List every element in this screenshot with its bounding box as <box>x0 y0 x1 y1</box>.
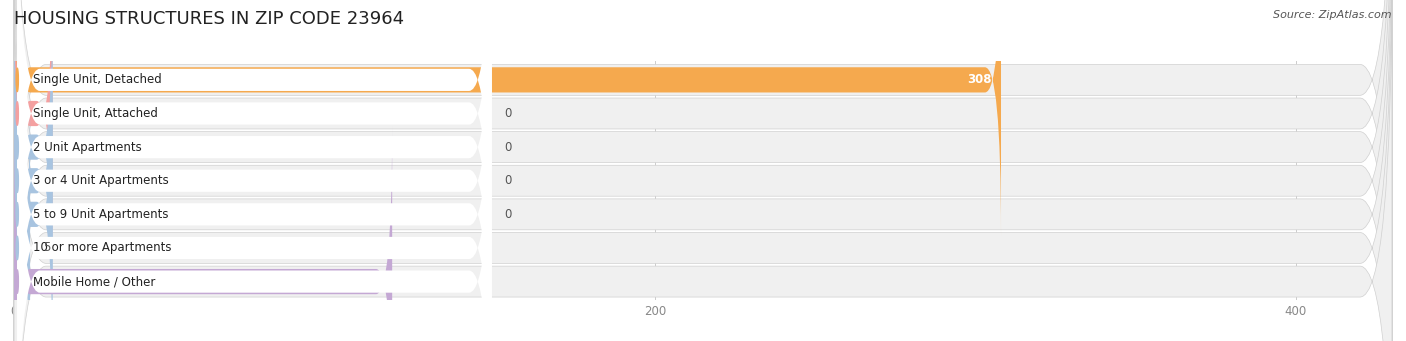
FancyBboxPatch shape <box>17 0 492 338</box>
FancyBboxPatch shape <box>14 0 1392 341</box>
FancyBboxPatch shape <box>14 0 1392 341</box>
Circle shape <box>15 203 18 226</box>
Text: Single Unit, Attached: Single Unit, Attached <box>34 107 157 120</box>
Circle shape <box>15 135 18 159</box>
FancyBboxPatch shape <box>17 57 492 341</box>
Circle shape <box>15 68 18 91</box>
FancyBboxPatch shape <box>17 0 492 341</box>
Text: 118: 118 <box>359 275 382 288</box>
Text: Single Unit, Detached: Single Unit, Detached <box>34 73 162 86</box>
Text: Mobile Home / Other: Mobile Home / Other <box>34 275 156 288</box>
Circle shape <box>15 102 18 125</box>
FancyBboxPatch shape <box>14 25 52 336</box>
FancyBboxPatch shape <box>17 0 492 341</box>
Text: 5 to 9 Unit Apartments: 5 to 9 Unit Apartments <box>34 208 169 221</box>
Text: 0: 0 <box>505 140 512 153</box>
FancyBboxPatch shape <box>14 0 1392 341</box>
Circle shape <box>15 270 18 293</box>
FancyBboxPatch shape <box>14 0 1001 235</box>
FancyBboxPatch shape <box>14 0 52 302</box>
FancyBboxPatch shape <box>14 0 1392 341</box>
Text: HOUSING STRUCTURES IN ZIP CODE 23964: HOUSING STRUCTURES IN ZIP CODE 23964 <box>14 10 404 28</box>
FancyBboxPatch shape <box>14 126 392 341</box>
FancyBboxPatch shape <box>17 0 492 304</box>
Text: 2 Unit Apartments: 2 Unit Apartments <box>34 140 142 153</box>
Text: 0: 0 <box>505 208 512 221</box>
Text: 5: 5 <box>44 241 51 254</box>
FancyBboxPatch shape <box>17 24 492 341</box>
Circle shape <box>15 169 18 192</box>
FancyBboxPatch shape <box>14 59 52 341</box>
Text: Source: ZipAtlas.com: Source: ZipAtlas.com <box>1274 10 1392 20</box>
Text: 10 or more Apartments: 10 or more Apartments <box>34 241 172 254</box>
Circle shape <box>15 236 18 260</box>
Text: 3 or 4 Unit Apartments: 3 or 4 Unit Apartments <box>34 174 169 187</box>
FancyBboxPatch shape <box>14 0 1392 341</box>
FancyBboxPatch shape <box>14 0 1392 341</box>
FancyBboxPatch shape <box>14 0 52 269</box>
Text: 0: 0 <box>505 107 512 120</box>
Text: 308: 308 <box>967 73 991 86</box>
FancyBboxPatch shape <box>14 0 1392 341</box>
FancyBboxPatch shape <box>17 0 492 341</box>
FancyBboxPatch shape <box>14 92 30 341</box>
Text: 0: 0 <box>505 174 512 187</box>
